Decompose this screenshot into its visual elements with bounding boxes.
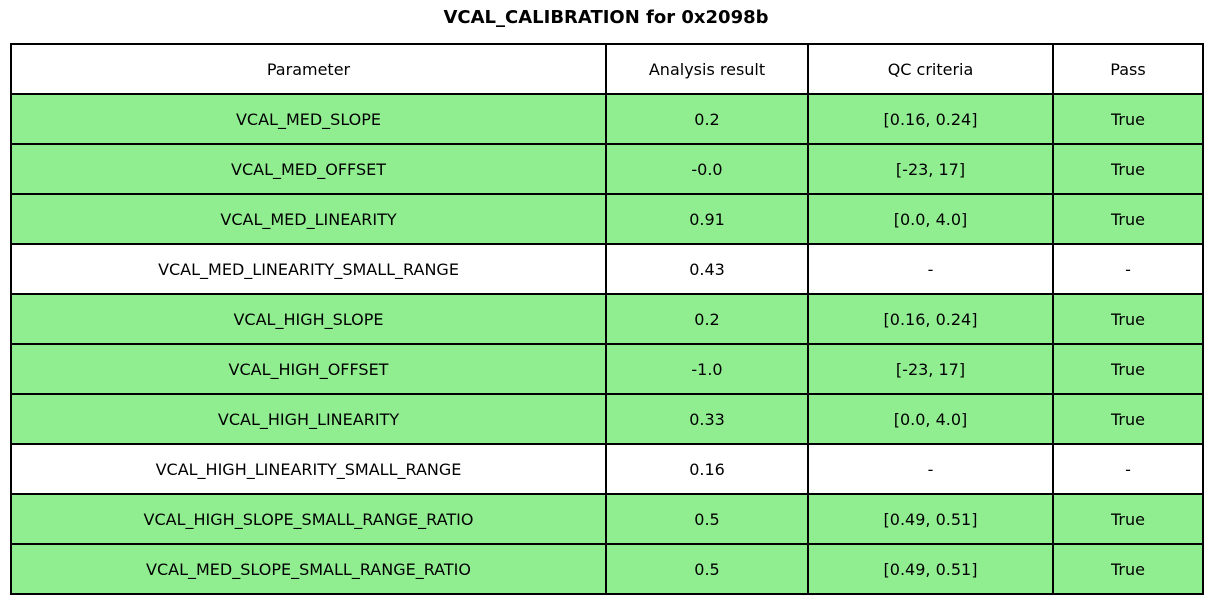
cell-pass: True (1052, 143, 1204, 195)
cell-parameter: VCAL_HIGH_LINEARITY_SMALL_RANGE (10, 443, 607, 495)
table-row: VCAL_MED_SLOPE 0.2 [0.16, 0.24] True (10, 93, 1204, 145)
cell-pass: - (1052, 243, 1204, 295)
cell-analysis-result: 0.5 (605, 493, 809, 545)
cell-analysis-result: 0.43 (605, 243, 809, 295)
cell-parameter: VCAL_MED_LINEARITY (10, 193, 607, 245)
cell-qc-criteria: [-23, 17] (807, 143, 1054, 195)
cell-pass: True (1052, 93, 1204, 145)
cell-qc-criteria: [0.49, 0.51] (807, 493, 1054, 545)
table-row: VCAL_HIGH_SLOPE 0.2 [0.16, 0.24] True (10, 293, 1204, 345)
cell-parameter: VCAL_HIGH_OFFSET (10, 343, 607, 395)
cell-analysis-result: 0.33 (605, 393, 809, 445)
cell-pass: True (1052, 293, 1204, 345)
cell-analysis-result: -1.0 (605, 343, 809, 395)
cell-pass: True (1052, 393, 1204, 445)
cell-qc-criteria: - (807, 443, 1054, 495)
cell-parameter: VCAL_MED_LINEARITY_SMALL_RANGE (10, 243, 607, 295)
cell-analysis-result: 0.5 (605, 543, 809, 595)
calibration-table: Parameter Analysis result QC criteria Pa… (10, 43, 1204, 595)
table-header-row: Parameter Analysis result QC criteria Pa… (10, 43, 1204, 95)
table-row: VCAL_HIGH_SLOPE_SMALL_RANGE_RATIO 0.5 [0… (10, 493, 1204, 545)
cell-analysis-result: 0.2 (605, 293, 809, 345)
header-parameter: Parameter (10, 43, 607, 95)
cell-qc-criteria: [0.0, 4.0] (807, 193, 1054, 245)
cell-pass: True (1052, 193, 1204, 245)
cell-qc-criteria: [-23, 17] (807, 343, 1054, 395)
table-row: VCAL_MED_SLOPE_SMALL_RANGE_RATIO 0.5 [0.… (10, 543, 1204, 595)
cell-pass: True (1052, 493, 1204, 545)
cell-analysis-result: 0.91 (605, 193, 809, 245)
cell-qc-criteria: [0.0, 4.0] (807, 393, 1054, 445)
cell-analysis-result: 0.2 (605, 93, 809, 145)
cell-qc-criteria: - (807, 243, 1054, 295)
header-pass: Pass (1052, 43, 1204, 95)
table-row: VCAL_HIGH_LINEARITY 0.33 [0.0, 4.0] True (10, 393, 1204, 445)
cell-qc-criteria: [0.16, 0.24] (807, 293, 1054, 345)
cell-analysis-result: 0.16 (605, 443, 809, 495)
cell-pass: True (1052, 343, 1204, 395)
cell-analysis-result: -0.0 (605, 143, 809, 195)
table-row: VCAL_MED_LINEARITY 0.91 [0.0, 4.0] True (10, 193, 1204, 245)
table-row: VCAL_HIGH_LINEARITY_SMALL_RANGE 0.16 - - (10, 443, 1204, 495)
cell-pass: True (1052, 543, 1204, 595)
table-row: VCAL_MED_LINEARITY_SMALL_RANGE 0.43 - - (10, 243, 1204, 295)
cell-qc-criteria: [0.16, 0.24] (807, 93, 1054, 145)
cell-parameter: VCAL_HIGH_LINEARITY (10, 393, 607, 445)
cell-pass: - (1052, 443, 1204, 495)
table-row: VCAL_MED_OFFSET -0.0 [-23, 17] True (10, 143, 1204, 195)
cell-parameter: VCAL_MED_SLOPE_SMALL_RANGE_RATIO (10, 543, 607, 595)
cell-parameter: VCAL_MED_SLOPE (10, 93, 607, 145)
table-row: VCAL_HIGH_OFFSET -1.0 [-23, 17] True (10, 343, 1204, 395)
header-qc-criteria: QC criteria (807, 43, 1054, 95)
cell-parameter: VCAL_HIGH_SLOPE_SMALL_RANGE_RATIO (10, 493, 607, 545)
cell-qc-criteria: [0.49, 0.51] (807, 543, 1054, 595)
cell-parameter: VCAL_HIGH_SLOPE (10, 293, 607, 345)
table-title: VCAL_CALIBRATION for 0x2098b (443, 7, 769, 28)
header-analysis-result: Analysis result (605, 43, 809, 95)
cell-parameter: VCAL_MED_OFFSET (10, 143, 607, 195)
